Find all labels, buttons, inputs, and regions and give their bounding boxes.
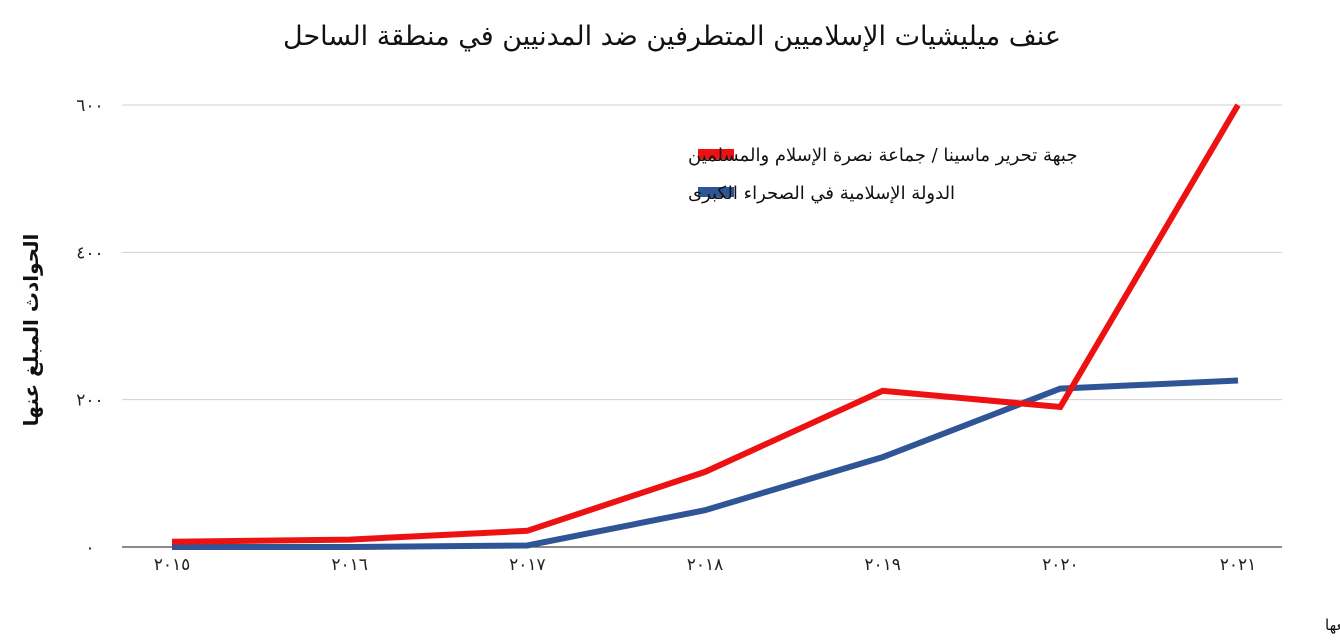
legend-label: جبهة تحرير ماسينا / جماعة نصرة الإسلام و… [688, 145, 1077, 166]
series-line [172, 377, 1239, 550]
source-note: مصدر المعلومات: مشروع بيانات الصراعات ال… [1325, 616, 1340, 634]
series-line [171, 103, 1241, 545]
x-tick-label: ٢٠٢٠ [1042, 555, 1079, 575]
y-tick-label: ٤٠٠ [76, 243, 103, 263]
legend: جبهة تحرير ماسينا / جماعة نصرة الإسلام و… [688, 145, 1077, 204]
y-tick-label: ٦٠٠ [76, 96, 103, 116]
series-lines [171, 103, 1241, 550]
x-tick-label: ٢٠١٦ [331, 555, 368, 575]
x-tick-label: ٢٠١٩ [864, 555, 901, 575]
y-axis-label: الحوادث المبلغ عنها [19, 234, 43, 427]
y-tick-label: ٢٠٠ [76, 391, 103, 411]
legend-swatch [698, 149, 734, 159]
x-tick-label: ٢٠٢١ [1220, 555, 1257, 575]
legend-swatch [698, 187, 734, 197]
y-tick-label: ٠ [85, 538, 94, 558]
y-tick-labels: ٠ ٢٠٠ ٤٠٠ ٦٠٠ [76, 96, 103, 558]
x-tick-label: ٢٠١٥ [154, 555, 191, 575]
x-tick-label: ٢٠١٨ [687, 555, 724, 575]
legend-label: الدولة الإسلامية في الصحراء الكبرى [688, 183, 955, 204]
chart-title: عنف ميليشيات الإسلاميين المتطرفين ضد الم… [283, 21, 1061, 52]
x-tick-labels: ٢٠١٥ ٢٠١٦ ٢٠١٧ ٢٠١٨ ٢٠١٩ ٢٠٢٠ ٢٠٢١ [154, 555, 1257, 575]
x-tick-label: ٢٠١٧ [509, 555, 546, 575]
